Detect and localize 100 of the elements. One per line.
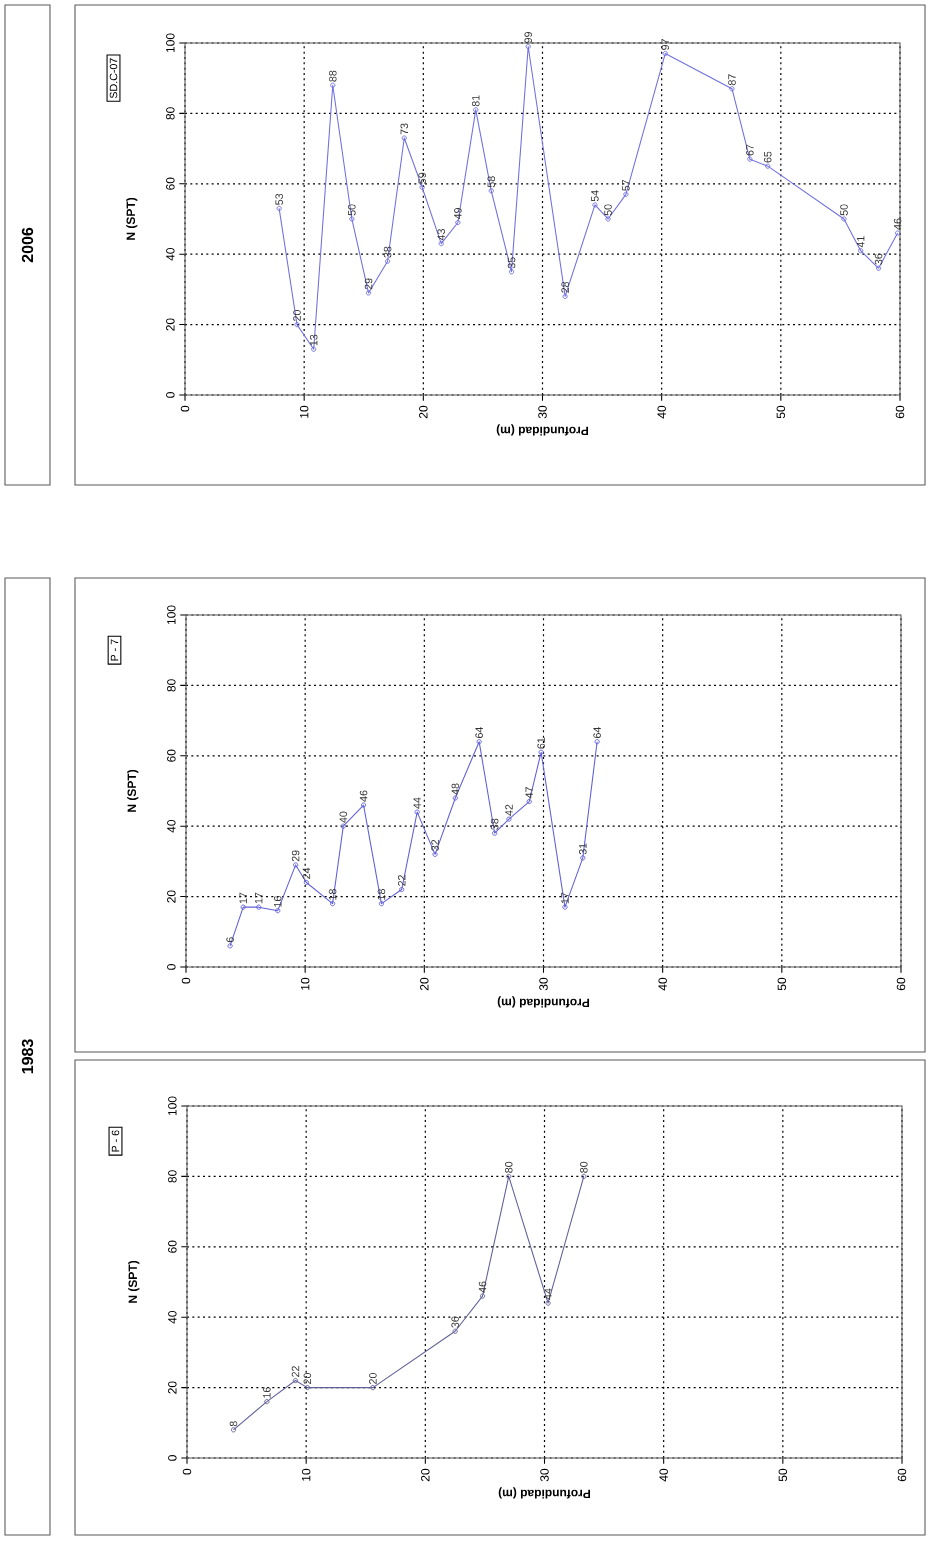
point [662,50,668,57]
data-label: 58 [487,176,496,188]
data-label: 46 [359,790,368,802]
text: 2006 [21,227,34,263]
y-tick-label: 100 [168,1096,177,1116]
data-label: 67 [746,144,754,156]
point [841,216,847,222]
point [432,851,438,857]
point [438,241,444,247]
point [360,802,367,808]
y-tick-label: 80 [167,679,176,692]
point [293,862,299,868]
text: P - 6 [111,1130,120,1152]
point [488,188,494,194]
data-label: 6 [226,937,234,943]
point [623,191,629,197]
point [479,1293,486,1299]
data-label: 31 [579,843,587,855]
y-tick-label: 20 [166,318,175,331]
x-tick-label: 50 [777,977,787,991]
data-label: 73 [400,123,409,135]
point [605,216,611,222]
point [492,830,498,836]
x-axis-title: Profundidad (m) [498,1487,591,1499]
point [419,184,425,190]
point [365,290,372,296]
data-label: 50 [840,204,848,216]
point [506,816,512,822]
x-tick-label: 40 [659,1468,668,1482]
point [765,163,771,169]
x-tick-label: 20 [419,405,428,419]
data-label: 17 [255,892,263,904]
data-label: 46 [893,218,902,230]
data-label: 46 [478,1281,487,1293]
data-label: 61 [537,737,545,749]
y-tick-label: 60 [166,177,175,190]
x-tick-label: 10 [301,1468,311,1481]
point [264,1399,270,1405]
data-label: 16 [263,1387,271,1398]
data-label: 87 [728,74,736,86]
point [303,879,309,886]
data-label: 65 [763,151,772,163]
data-label: 17 [239,892,247,904]
data-label: 88 [328,70,337,82]
x-tick-label: 40 [658,977,667,991]
data-label: 48 [451,783,460,795]
point [747,156,753,162]
data-label: 43 [437,229,445,241]
data-label: 57 [622,179,630,191]
point [370,1384,376,1391]
point [340,823,346,829]
point [562,904,568,910]
point [580,855,586,861]
data-label: 42 [505,804,513,816]
y-tick-label: 100 [166,33,175,53]
x-axis-title: Profundidad (m) [496,424,589,436]
data-label: 50 [604,204,612,216]
x-tick-label: 30 [540,1468,549,1482]
x-tick-label: 40 [657,405,666,419]
text: P - 7 [110,639,119,661]
data-label: 64 [593,727,601,739]
data-label: 50 [348,204,356,216]
point [452,1328,458,1334]
data-label: 20 [369,1373,377,1384]
x-axis-title: Profundidad (m) [497,996,590,1008]
point [401,135,407,141]
data-label: 13 [309,334,318,346]
y-tick-label: 0 [168,1455,177,1461]
data-label: 22 [291,1366,300,1377]
point [294,321,300,328]
text: SD.C-07 [109,58,118,99]
point [384,258,391,264]
point [275,908,281,914]
point [414,809,420,815]
data-label: 53 [275,193,283,205]
y-tick-label: 20 [168,1381,177,1394]
point [508,269,515,275]
x-tick-label: 50 [778,1468,788,1482]
x-tick-label: 0 [181,977,191,984]
data-label: 47 [525,787,533,799]
point [399,886,405,893]
x-tick-label: 0 [182,1468,192,1475]
point [311,346,317,352]
data-label: 80 [504,1161,513,1173]
data-label: 20 [293,310,301,321]
point [592,202,598,208]
y-tick-label: 0 [166,392,175,398]
data-label: 16 [273,896,282,907]
data-label: 18 [328,889,337,900]
y-tick-label: 40 [168,1310,177,1324]
x-tick-label: 50 [776,405,786,419]
point [329,901,336,907]
data-label: 99 [524,32,532,43]
y-tick-label: 100 [167,605,176,625]
x-tick-label: 60 [895,405,905,419]
point [858,248,864,254]
point [538,749,544,755]
data-label: 36 [451,1316,459,1328]
data-label: 18 [377,889,386,900]
data-label: 17 [561,892,569,904]
